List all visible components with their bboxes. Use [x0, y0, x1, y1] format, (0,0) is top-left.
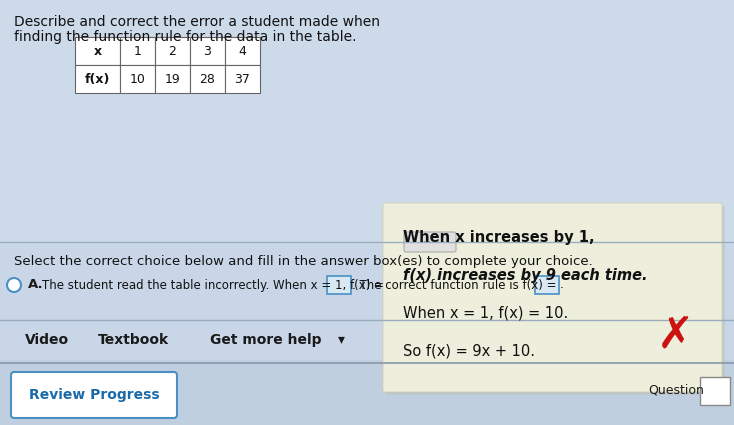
- Bar: [225, 37, 260, 65]
- Text: The student read the table incorrectly. When x = 1, f(x) =: The student read the table incorrectly. …: [42, 278, 388, 292]
- Text: Get more help: Get more help: [210, 333, 321, 347]
- Bar: [120, 65, 155, 93]
- Text: 19: 19: [164, 73, 181, 85]
- Text: f(x): f(x): [85, 73, 110, 85]
- Bar: [155, 65, 190, 93]
- Bar: [0, 245, 734, 360]
- Text: Describe and correct the error a student made when: Describe and correct the error a student…: [14, 15, 380, 29]
- Text: Textbook: Textbook: [98, 333, 169, 347]
- Text: · · ·: · · ·: [424, 238, 437, 246]
- FancyBboxPatch shape: [383, 203, 722, 392]
- FancyBboxPatch shape: [535, 276, 559, 294]
- Text: A.: A.: [28, 278, 43, 292]
- Text: 3: 3: [203, 45, 211, 57]
- Bar: [225, 65, 260, 93]
- Text: Question: Question: [648, 383, 704, 397]
- Bar: [120, 37, 155, 65]
- Bar: [155, 37, 190, 65]
- Text: ✗: ✗: [656, 314, 694, 357]
- Text: 37: 37: [235, 73, 250, 85]
- FancyBboxPatch shape: [11, 372, 177, 418]
- Text: Select the correct choice below and fill in the answer box(es) to complete your : Select the correct choice below and fill…: [14, 255, 593, 268]
- Text: When x = 1, f(x) = 10.: When x = 1, f(x) = 10.: [403, 306, 568, 321]
- Bar: [75, 37, 120, 65]
- Text: 2: 2: [169, 45, 176, 57]
- Circle shape: [7, 278, 21, 292]
- Bar: [0, 0, 734, 245]
- Bar: [190, 37, 225, 65]
- Text: 28: 28: [200, 73, 216, 85]
- Text: f(x) increases by 9 each time.: f(x) increases by 9 each time.: [403, 268, 647, 283]
- FancyBboxPatch shape: [327, 276, 351, 294]
- Bar: [700, 377, 730, 405]
- Text: 10: 10: [130, 73, 145, 85]
- Text: When x increases by 1,: When x increases by 1,: [403, 230, 595, 245]
- Text: Video: Video: [25, 333, 69, 347]
- Text: .: .: [559, 278, 563, 292]
- Text: finding the function rule for the data in the table.: finding the function rule for the data i…: [14, 30, 357, 44]
- FancyBboxPatch shape: [404, 232, 456, 252]
- Text: 4: 4: [239, 45, 247, 57]
- Bar: [190, 65, 225, 93]
- Text: 1: 1: [134, 45, 142, 57]
- Text: . The correct function rule is f(x) =: . The correct function rule is f(x) =: [352, 278, 560, 292]
- Text: x: x: [93, 45, 101, 57]
- Text: Review Progress: Review Progress: [29, 388, 159, 402]
- Bar: [75, 65, 120, 93]
- Text: So f(x) = 9x + 10.: So f(x) = 9x + 10.: [403, 344, 535, 359]
- Bar: [0, 360, 734, 425]
- FancyBboxPatch shape: [386, 206, 725, 395]
- Text: ▾: ▾: [338, 332, 345, 346]
